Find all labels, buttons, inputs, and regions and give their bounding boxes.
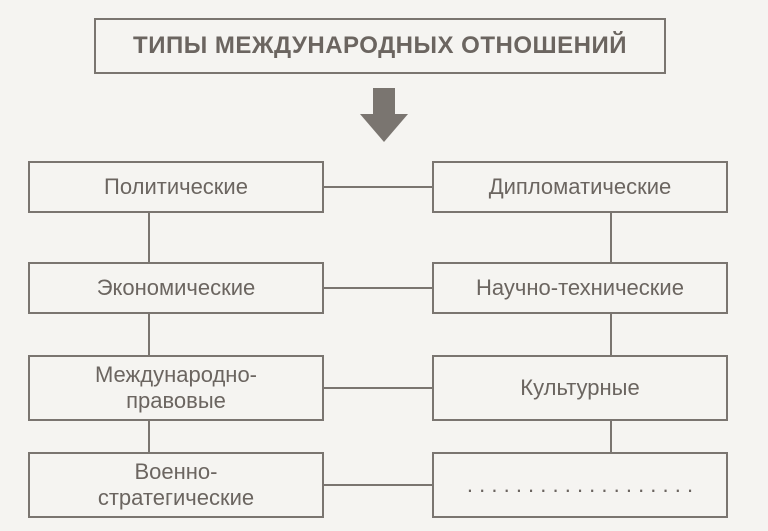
- node-label: Научно-технические: [476, 275, 684, 301]
- node-label: . . . . . . . . . . . . . . . . . . .: [467, 472, 693, 498]
- connector-vline: [148, 213, 150, 262]
- node-diplomatic: Дипломатические: [432, 161, 728, 213]
- arrow-head: [360, 114, 408, 142]
- connector-hline: [324, 186, 432, 188]
- node-label: Военно- стратегические: [98, 459, 254, 512]
- node-scientific-technical: Научно-технические: [432, 262, 728, 314]
- node-label: Дипломатические: [489, 174, 672, 200]
- node-cultural: Культурные: [432, 355, 728, 421]
- node-economic: Экономические: [28, 262, 324, 314]
- down-arrow-icon: [360, 88, 408, 142]
- node-label: Экономические: [97, 275, 256, 301]
- diagram-title-text: ТИПЫ МЕЖДУНАРОДНЫХ ОТНОШЕНИЙ: [133, 32, 627, 60]
- node-label: Международно- правовые: [95, 362, 257, 415]
- connector-hline: [324, 387, 432, 389]
- connector-vline: [610, 213, 612, 262]
- arrow-shaft: [373, 88, 395, 114]
- node-international-legal: Международно- правовые: [28, 355, 324, 421]
- connector-vline: [148, 314, 150, 355]
- node-military-strategic: Военно- стратегические: [28, 452, 324, 518]
- connector-hline: [324, 287, 432, 289]
- diagram-title-box: ТИПЫ МЕЖДУНАРОДНЫХ ОТНОШЕНИЙ: [94, 18, 666, 74]
- connector-vline: [610, 314, 612, 355]
- connector-vline: [148, 421, 150, 452]
- node-label: Культурные: [520, 375, 639, 401]
- connector-vline: [610, 421, 612, 452]
- connector-hline: [324, 484, 432, 486]
- node-ellipsis: . . . . . . . . . . . . . . . . . . .: [432, 452, 728, 518]
- node-political: Политические: [28, 161, 324, 213]
- node-label: Политические: [104, 174, 248, 200]
